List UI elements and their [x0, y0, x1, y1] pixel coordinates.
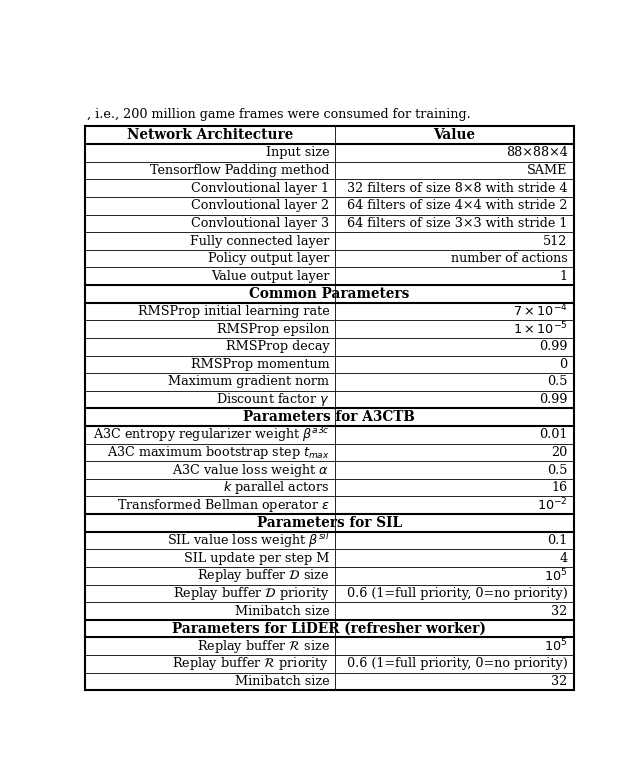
- Text: 512: 512: [543, 234, 568, 248]
- Text: number of actions: number of actions: [451, 252, 568, 265]
- Text: Minibatch size: Minibatch size: [235, 675, 330, 688]
- Text: A3C maximum bootstrap step $t_{max}$: A3C maximum bootstrap step $t_{max}$: [107, 444, 330, 461]
- Text: 0.99: 0.99: [539, 393, 568, 406]
- Text: , i.e., 200 million game frames were consumed for training.: , i.e., 200 million game frames were con…: [88, 108, 471, 122]
- Text: $k$ parallel actors: $k$ parallel actors: [223, 479, 330, 496]
- Text: 0.6 (1=full priority, 0=no priority): 0.6 (1=full priority, 0=no priority): [347, 657, 568, 671]
- Text: 0.6 (1=full priority, 0=no priority): 0.6 (1=full priority, 0=no priority): [347, 587, 568, 600]
- Text: Parameters for LiDER (refresher worker): Parameters for LiDER (refresher worker): [172, 622, 486, 636]
- Text: A3C value loss weight $\alpha$: A3C value loss weight $\alpha$: [172, 462, 330, 478]
- Text: $1 \times 10^{-5}$: $1 \times 10^{-5}$: [513, 321, 568, 337]
- Text: SAME: SAME: [527, 164, 568, 177]
- Text: 64 filters of size 3×3 with stride 1: 64 filters of size 3×3 with stride 1: [347, 217, 568, 230]
- Text: $10^{-2}$: $10^{-2}$: [537, 497, 568, 513]
- Text: Discount factor $\gamma$: Discount factor $\gamma$: [216, 391, 330, 408]
- Text: 16: 16: [552, 481, 568, 494]
- Text: Replay buffer $\mathcal{R}$ size: Replay buffer $\mathcal{R}$ size: [196, 638, 330, 655]
- Text: 32 filters of size 8×8 with stride 4: 32 filters of size 8×8 with stride 4: [347, 182, 568, 195]
- Text: RMSProp decay: RMSProp decay: [226, 340, 330, 353]
- Text: Minibatch size: Minibatch size: [235, 605, 330, 618]
- Text: Tensorflow Padding method: Tensorflow Padding method: [150, 164, 330, 177]
- Text: $10^{5}$: $10^{5}$: [544, 638, 568, 654]
- Text: 0: 0: [559, 358, 568, 371]
- Text: Convloutional layer 1: Convloutional layer 1: [191, 182, 330, 195]
- Text: 4: 4: [559, 552, 568, 565]
- Text: Transformed Bellman operator $\varepsilon$: Transformed Bellman operator $\varepsilo…: [116, 497, 330, 514]
- Text: RMSProp epsilon: RMSProp epsilon: [217, 323, 330, 336]
- Text: RMSProp momentum: RMSProp momentum: [191, 358, 330, 371]
- Text: Parameters for A3CTB: Parameters for A3CTB: [243, 411, 415, 425]
- Text: Replay buffer $\mathcal{R}$ priority: Replay buffer $\mathcal{R}$ priority: [172, 655, 330, 672]
- Text: 64 filters of size 4×4 with stride 2: 64 filters of size 4×4 with stride 2: [347, 199, 568, 212]
- Text: 20: 20: [551, 446, 568, 459]
- Text: Policy output layer: Policy output layer: [208, 252, 330, 265]
- Text: A3C entropy regularizer weight $\beta^{a3c}$: A3C entropy regularizer weight $\beta^{a…: [93, 425, 330, 445]
- Text: $7 \times 10^{-4}$: $7 \times 10^{-4}$: [513, 303, 568, 320]
- Text: 0.99: 0.99: [539, 340, 568, 353]
- Text: Fully connected layer: Fully connected layer: [190, 234, 330, 248]
- Text: Maximum gradient norm: Maximum gradient norm: [168, 375, 330, 389]
- Text: 0.5: 0.5: [547, 375, 568, 389]
- Text: 32: 32: [551, 675, 568, 688]
- Text: 0.1: 0.1: [547, 534, 568, 547]
- Text: Common Parameters: Common Parameters: [249, 287, 410, 301]
- Text: Convloutional layer 2: Convloutional layer 2: [191, 199, 330, 212]
- Text: Replay buffer $\mathcal{D}$ priority: Replay buffer $\mathcal{D}$ priority: [173, 585, 330, 602]
- Text: RMSProp initial learning rate: RMSProp initial learning rate: [138, 305, 330, 318]
- Text: 0.01: 0.01: [539, 428, 568, 442]
- Text: 32: 32: [551, 605, 568, 618]
- Text: SIL value loss weight $\beta^{sil}$: SIL value loss weight $\beta^{sil}$: [167, 531, 330, 550]
- Text: Convloutional layer 3: Convloutional layer 3: [191, 217, 330, 230]
- Text: $10^{5}$: $10^{5}$: [544, 567, 568, 584]
- Text: Input size: Input size: [266, 146, 330, 160]
- Text: 0.5: 0.5: [547, 464, 568, 477]
- Text: Value: Value: [433, 129, 476, 143]
- Text: Parameters for SIL: Parameters for SIL: [257, 516, 402, 530]
- Text: Replay buffer $\mathcal{D}$ size: Replay buffer $\mathcal{D}$ size: [197, 567, 330, 584]
- Text: 88×88×4: 88×88×4: [506, 146, 568, 160]
- Text: Network Architecture: Network Architecture: [127, 129, 293, 143]
- Text: SIL update per step M: SIL update per step M: [184, 552, 330, 565]
- Text: Value output layer: Value output layer: [211, 270, 330, 283]
- Text: 1: 1: [559, 270, 568, 283]
